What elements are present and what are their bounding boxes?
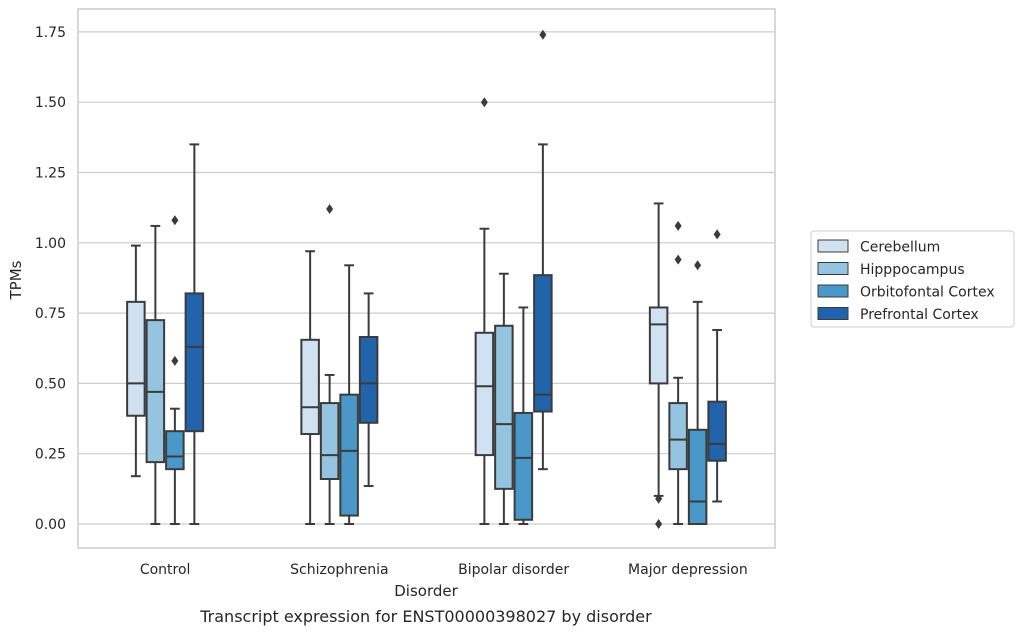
box-body [319,402,340,481]
x-tick-label: Bipolar disorder [458,562,569,578]
box-body [533,274,553,413]
box [319,204,340,525]
y-tick-label: 1.50 [35,95,66,111]
y-tick-label: 0.00 [35,517,66,533]
box [300,250,320,525]
y-tick-label: 0.25 [35,447,66,463]
y-tick-label: 0.50 [35,376,66,392]
box-body [648,306,669,385]
outlier-point [674,254,682,265]
box-body [668,402,688,471]
outlier-point [713,229,721,240]
box [474,97,495,525]
x-tick-label: Major depression [628,562,748,578]
x-axis-label: Disorder [394,582,458,600]
legend-label: Hipppocampus [860,262,965,278]
y-tick-label: 1.00 [35,236,66,252]
box [165,215,185,525]
legend-swatch [817,239,849,253]
outlier-point [674,220,682,231]
plot-frame [77,8,776,549]
series-cerebellum [126,97,669,529]
y-tick-label: 1.25 [35,166,66,182]
outlier-point [694,260,702,271]
y-axis-label: TPMs [7,260,25,300]
outlier-point [655,493,663,504]
box [358,292,379,488]
box-body [687,428,708,526]
y-tick-labels: 0.00 0.25 0.50 0.75 1.00 1.25 1.50 1.75 [35,25,66,533]
legend-label: Orbitofontal Cortex [860,285,995,301]
box-body [126,300,146,417]
box [668,220,688,525]
box [533,29,553,471]
legend-label: Cerebellum [860,240,940,256]
legend-label: Prefrontal Cortex [860,307,979,323]
legend: Cerebellum Hipppocampus Orbitofontal Corte… [810,230,1015,328]
x-tick-label: Control [140,562,191,578]
series-orbitofontal-cortex [165,215,708,526]
box [707,229,727,503]
box-body [184,292,205,433]
box-body [474,331,495,457]
box-body [300,338,320,436]
outlier-point [326,204,334,215]
legend-swatch [817,307,849,320]
box-body [339,393,359,517]
box [126,244,146,478]
box [339,264,359,525]
y-tick-label: 0.75 [35,306,66,322]
outlier-point [171,355,179,366]
x-tick-label: Schizophrenia [290,562,388,578]
box-body [707,400,727,462]
series-prefrontal-cortex [184,29,727,525]
box [494,272,514,525]
box [145,224,166,525]
x-tick-labels: Control Schizophrenia Bipolar disorder Majo… [140,562,748,578]
box [687,260,708,526]
box [184,143,205,525]
box [648,202,669,529]
box-body [513,411,534,521]
box-body [165,430,185,471]
outlier-point [655,519,663,529]
box-series [126,29,727,529]
box-body [358,336,379,424]
y-tick-label: 1.75 [35,25,66,41]
legend-swatch [817,284,849,298]
box-body [494,324,514,490]
outlier-point [171,215,179,226]
box [513,306,534,525]
outlier-point [539,29,547,40]
chart-caption: Transcript expression for ENST0000039802… [199,607,652,626]
legend-frame [810,230,1015,328]
legend-swatch [817,262,849,275]
outlier-point [480,97,488,108]
series-hipppocampus [145,204,688,525]
